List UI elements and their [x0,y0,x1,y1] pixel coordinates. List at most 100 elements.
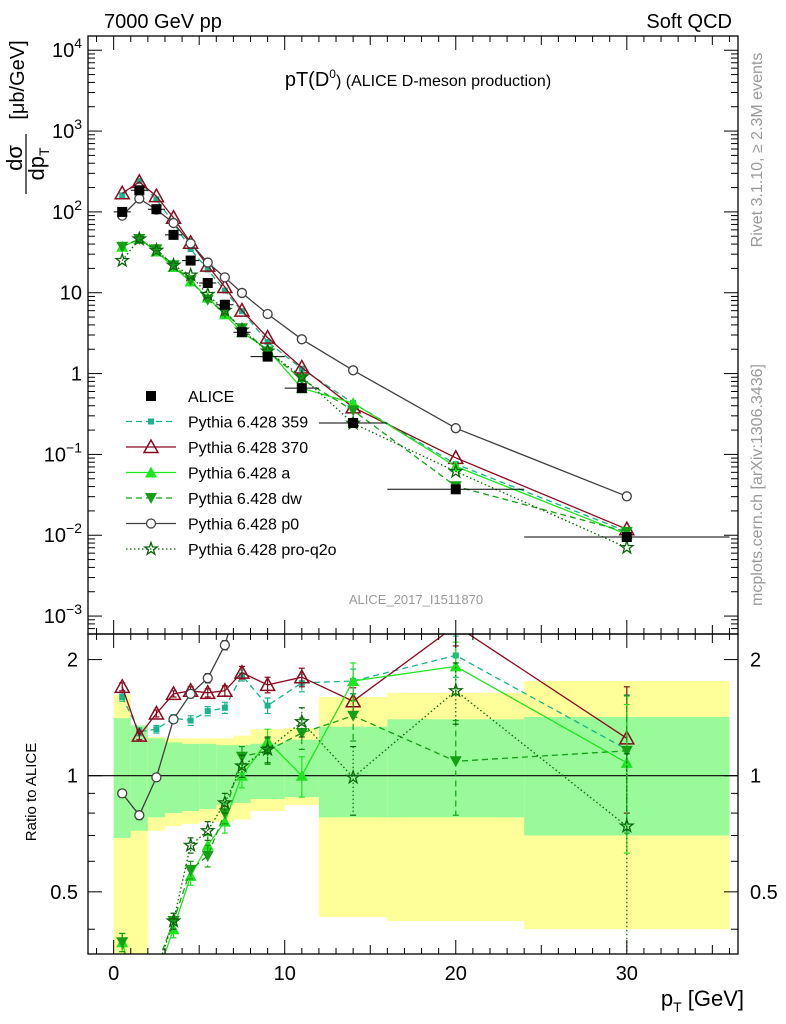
y-tick-label-exponent: 4 [74,35,82,51]
series-4-main-point [219,272,230,283]
y-tick-label: 103 [52,116,82,143]
series-4-main-point [450,423,461,434]
series-5-main-point [131,230,148,246]
ratio-tick-label: 0.5 [50,882,78,904]
stat-uncertainty-band [113,718,131,838]
series-3-main-point [150,244,163,256]
series-3-ratio-point [620,745,633,757]
series-0-main-point [136,178,143,185]
series-4-main-point [236,287,248,299]
analysis-id-label: ALICE_2017_I1511870 [349,592,483,607]
series-5-main-point [293,368,310,384]
chart-title-superscript: 0 [329,67,336,81]
series-4-main-point [185,238,196,249]
ratio-tick-label: 2 [67,650,78,672]
series-5-main-point [182,266,199,283]
series-4-main-point [296,334,307,345]
series-1-ratio-point [165,685,182,701]
series-5-ratio-point [182,836,199,853]
series-3-ratio-point [449,756,462,768]
y-tick-label-base: 10 [52,40,74,62]
legend-marker [148,418,154,425]
series-5-ratio-point [116,1001,128,1013]
series-5-main-point [199,286,216,302]
x-axis-label: pT [GeV] [661,986,744,1015]
data-point [134,185,145,196]
data-point [185,255,196,266]
y-tick-label-exponent: −3 [66,601,82,617]
y-tick-label-exponent: 3 [74,116,82,132]
y-tick-label: 10−2 [44,520,82,547]
series-3-ratio-point [133,1003,145,1014]
stat-uncertainty-band [199,743,217,809]
stat-uncertainty-band [164,742,183,814]
series-1-main-point [113,184,131,200]
series-1-main-point [148,187,165,203]
series-0-ratio-point [221,704,228,711]
legend-marker [142,438,160,454]
chart-title-rest: ) (ALICE D-meson production) [336,73,551,90]
series-3-ratio-point [150,962,162,973]
ratio-panel-frame [87,633,739,955]
series-1-ratio-point [259,676,276,692]
y-tick-label: 1 [71,364,82,386]
legend-item: Pythia 6.428 359 [126,415,308,432]
mcplots-reference-label: mcplots.cern.ch [arXiv:1306.3436] [749,364,766,606]
y-tick-label-exponent: −2 [66,520,82,536]
legend-label: Pythia 6.428 p0 [188,517,299,534]
series-0-main-point [204,266,211,273]
legend-item: Pythia 6.428 pro-q2o [126,540,337,559]
series-0-ratio-point [153,726,160,733]
series-5-main-point [114,252,131,268]
y-axis-label-numerator: dσ [2,145,27,171]
y-tick-label-exponent: −1 [66,439,82,455]
legend-label: Pythia 6.428 pro-q2o [188,542,337,559]
series-3-main-point [347,405,360,417]
y-tick-label: 104 [52,35,82,62]
series-3-ratio-point [347,710,360,722]
data-points [113,185,730,543]
data-point [202,277,213,288]
series-4-ratio-point [151,772,162,783]
stat-uncertainty-band [182,743,200,812]
series-3-ratio-point [184,864,197,876]
legend-marker [145,466,157,478]
series-5-ratio-point [199,822,216,838]
y-tick-label-base: 10 [52,121,74,143]
series-2-ratio-point [295,769,308,781]
legend-marker [145,518,157,529]
data-point [262,351,273,362]
series-3-ratio-point [201,850,214,862]
series-2-ratio-point [133,1002,145,1013]
series-2-ratio-point [449,660,462,672]
series-4-ratio-point [622,577,631,586]
series-4-main-point [168,217,179,229]
header-process-label: Soft QCD [646,11,732,33]
y-axis-label: dσ dpT [μb/GeV] [2,40,52,194]
main-panel-series [113,173,730,555]
legend-label: Pythia 6.428 a [188,466,290,483]
legend-item: ALICE [146,389,234,406]
series-5-main-point [618,539,635,555]
series-2-ratio-point [150,971,162,982]
series-3-ratio-point [235,751,248,763]
series-4-main-point [262,308,273,320]
data-point [621,532,632,543]
ratio-tick-label-right: 2 [750,650,761,672]
main-panel-frame [87,35,739,635]
y-tick-label-base: 10 [44,525,66,547]
series-0-ratio-point [187,717,194,724]
y-tick-label: 10 [60,283,82,305]
data-point [151,204,162,215]
y-tick-label-base: 10 [52,202,74,224]
series-5-ratio-point [447,682,464,698]
series-2-main-point [347,397,360,409]
series-1-ratio-point [148,704,165,720]
series-5-main-point [165,256,182,273]
data-point [219,299,230,310]
y-tick-label: 10−3 [44,601,82,628]
data-point [450,484,461,495]
series-5-ratio-point [233,757,251,773]
series-1-ratio-point [199,684,217,700]
legend-label: Pythia 6.428 370 [188,440,308,457]
